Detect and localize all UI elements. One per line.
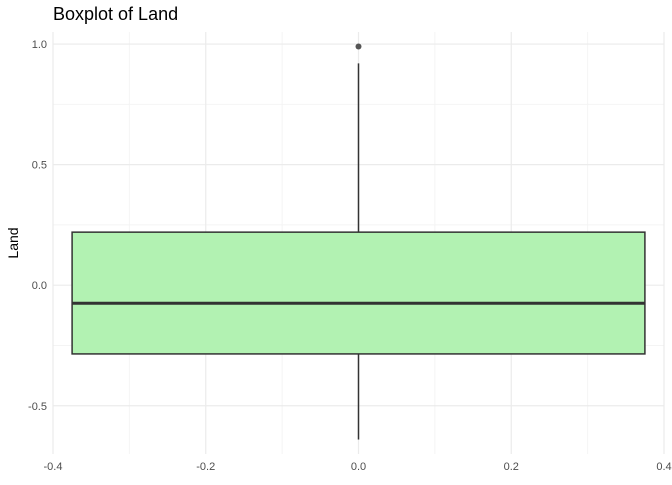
x-tick-label: 0.2: [504, 461, 519, 473]
y-tick-label: 0.0: [32, 280, 47, 292]
x-tick-label: -0.2: [196, 461, 215, 473]
axis-labels: -0.4 -0.2 0.0 0.2 0.4 -0.5 0.0 0.5 1.0: [28, 39, 672, 473]
y-tick-label: -0.5: [28, 401, 47, 413]
chart-title: Boxplot of Land: [53, 4, 179, 24]
x-tick-label: 0.0: [351, 461, 366, 473]
box-layer: [71, 43, 646, 440]
y-tick-label: 0.5: [32, 160, 47, 172]
outlier-point: [355, 43, 362, 50]
x-tick-label: 0.4: [656, 461, 671, 473]
box-iqr: [71, 231, 646, 355]
y-axis-label: Land: [5, 227, 21, 258]
y-tick-label: 1.0: [32, 39, 47, 51]
x-tick-label: -0.4: [44, 461, 63, 473]
